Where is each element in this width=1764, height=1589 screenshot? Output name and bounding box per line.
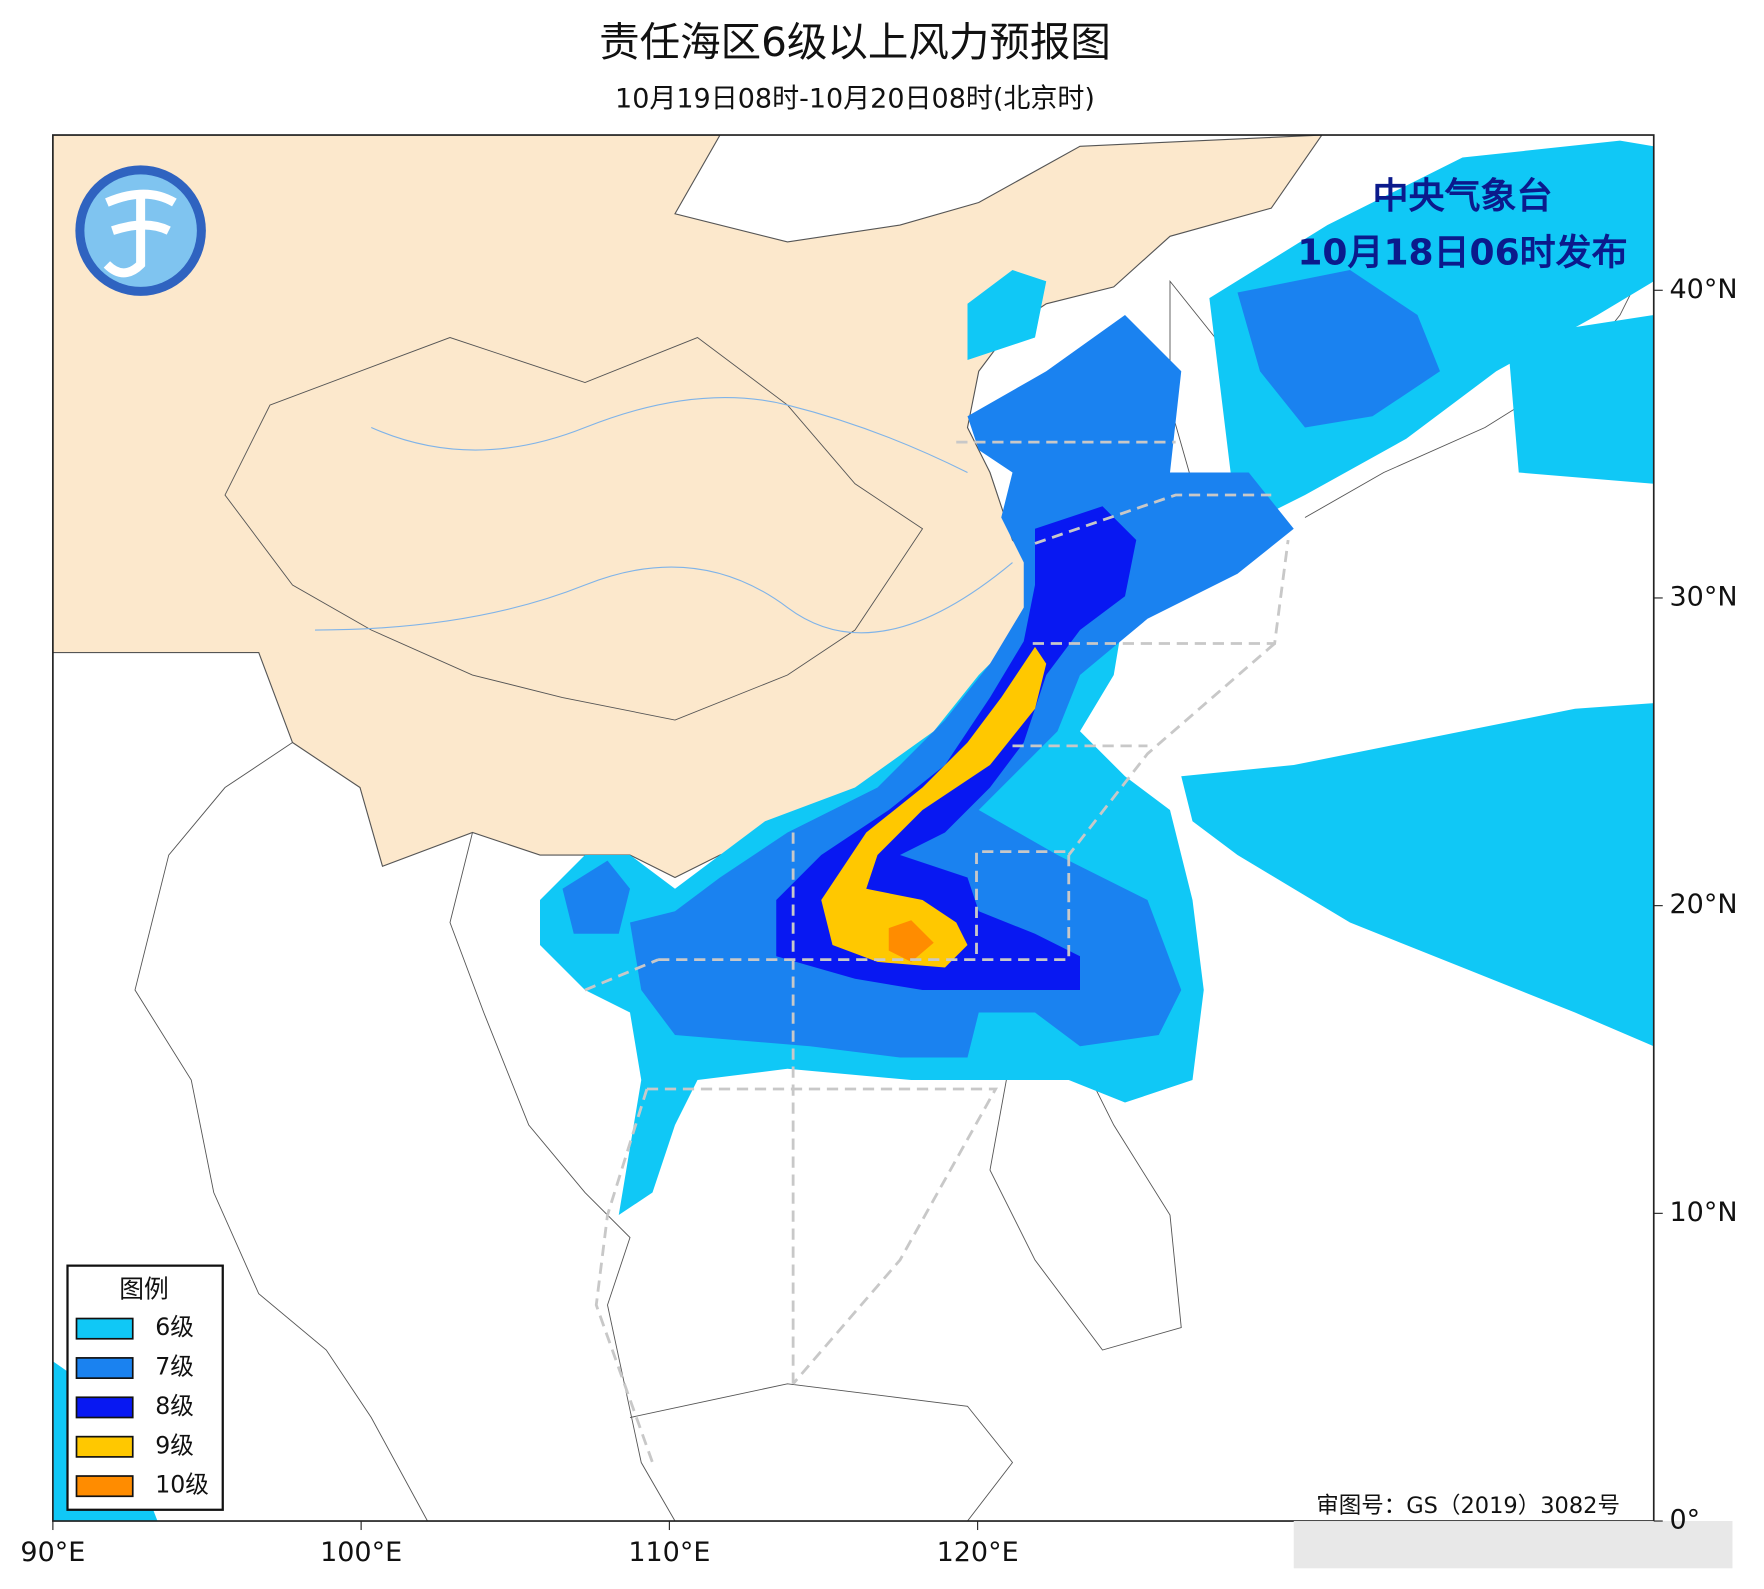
legend-label: 7级	[155, 1353, 194, 1381]
lon-labels: 90°E 100°E 110°E 120°E	[20, 1521, 1019, 1568]
wind-6	[1209, 140, 1654, 529]
legend-items: 6级 7级 8级 9级 10级	[75, 1313, 209, 1499]
legend-label: 8级	[155, 1392, 194, 1420]
wind-7	[1237, 270, 1440, 428]
logo	[75, 165, 206, 296]
map	[52, 135, 1654, 1522]
legend-swatch	[75, 1435, 134, 1458]
wind-6	[1181, 703, 1654, 1047]
lat-labels: 40°N 30°N 20°N 10°N 0°	[1653, 274, 1738, 1536]
legend-title: 图例	[119, 1274, 169, 1303]
legend-label: 9级	[155, 1431, 194, 1459]
watermark-bar	[1293, 1521, 1733, 1569]
lon-label: 120°E	[937, 1537, 1019, 1568]
approval-number: 审图号：GS（2019）3082号	[1316, 1493, 1620, 1519]
title: 责任海区6级以上风力预报图	[599, 18, 1111, 66]
logo-mark	[103, 189, 177, 278]
wind-10	[888, 920, 934, 962]
legend-box	[66, 1264, 224, 1511]
lon-label: 90°E	[20, 1537, 85, 1568]
lat-label: 30°N	[1670, 581, 1738, 612]
lon-label: 110°E	[628, 1537, 710, 1568]
legend-swatch	[75, 1357, 134, 1379]
wind-6	[967, 270, 1047, 361]
wind-7	[630, 315, 1294, 1058]
issuer: 中央气象台	[1372, 176, 1552, 217]
lat-label: 20°N	[1670, 889, 1738, 920]
lat-label: 10°N	[1670, 1197, 1738, 1228]
wind-6	[1507, 315, 1654, 484]
legend-swatch	[75, 1475, 134, 1498]
legend-label: 10级	[155, 1471, 209, 1499]
wind-7	[562, 860, 630, 934]
lon-label: 100°E	[320, 1537, 402, 1568]
legend-swatch	[75, 1396, 134, 1419]
river	[314, 562, 1013, 634]
subtitle: 10月19日08时-10月20日08时(北京时)	[615, 84, 1095, 115]
wind-9	[821, 646, 1047, 968]
legend-label: 6级	[155, 1313, 194, 1341]
sea-area-lines	[584, 440, 1290, 1463]
legend-swatch	[75, 1317, 134, 1340]
lat-label: 0°	[1670, 1505, 1701, 1536]
map-frame	[52, 134, 1655, 1522]
lat-label: 40°N	[1670, 274, 1738, 305]
issue-time: 10月18日06时发布	[1297, 232, 1627, 273]
river	[371, 396, 968, 474]
legend: 图例 6级 7级 8级 9级 10级	[66, 1264, 224, 1511]
